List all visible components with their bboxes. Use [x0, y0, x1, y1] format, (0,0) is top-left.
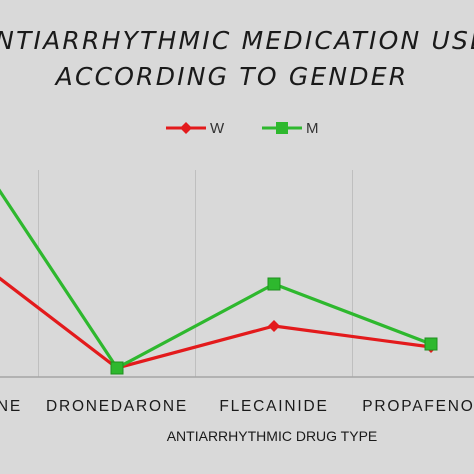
legend-label-M: M: [306, 120, 319, 137]
gridlines: [38, 170, 353, 377]
series-line-M: [0, 188, 432, 370]
legend-label-W: W: [210, 120, 225, 137]
chart-title-line-1: ANTIARRHYTHMIC MEDICATION USE: [0, 26, 474, 55]
legend-item-M: M: [262, 120, 319, 137]
point-M-flecainide: [267, 277, 281, 291]
tick-label-propafenone: PROPAFENONE: [362, 398, 474, 415]
legend-marker-square: [276, 122, 288, 134]
tick-label-flecainide: FLECAINIDE: [219, 398, 328, 415]
point-M-dronedarone: [110, 361, 124, 375]
series-layer: [0, 188, 438, 375]
point-W-flecainide: [268, 320, 280, 332]
tick-label-dronedarone: DRONEDARONE: [46, 398, 188, 415]
legend-marker-diamond: [180, 122, 192, 134]
series-line-W: [0, 276, 432, 370]
point-M-propafenone: [424, 337, 438, 351]
tick-label-amiodarone: AMIODARONE: [0, 398, 22, 415]
x-axis-label: ANTIARRHYTHMIC DRUG TYPE: [167, 428, 378, 444]
series-M: [0, 188, 438, 375]
x-tick-labels: AMIODARONE DRONEDARONE FLECAINIDE PROPAFENO…: [0, 398, 474, 415]
legend-item-W: W: [166, 120, 225, 137]
chart-title-line-2: ACCORDING TO GENDER: [54, 62, 409, 91]
